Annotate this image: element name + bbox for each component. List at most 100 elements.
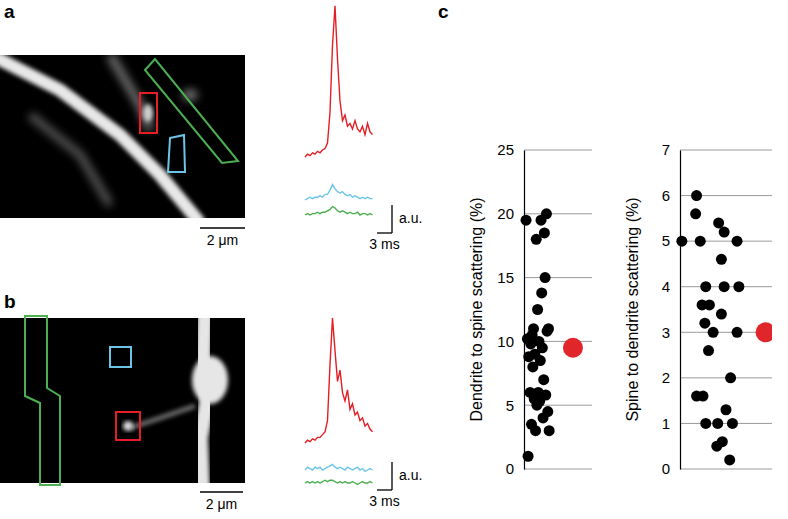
roi-background [110,347,131,367]
point [704,299,715,310]
tick-label: 1 [662,415,670,432]
figure: a2 μma.u.3 msb2 μma.u.3 msc0510152025Den… [0,0,788,519]
point [712,418,723,429]
point [725,372,736,383]
point [541,208,552,219]
image-spine [123,421,133,431]
tick: 25 [497,141,524,158]
traces [305,318,373,484]
tick-label: 3 [662,324,670,341]
time-bar [377,232,392,233]
point [719,227,730,238]
point [695,236,706,247]
tick-label: 6 [662,187,670,204]
point [700,418,711,429]
roi-spine [140,93,157,133]
roi-dendrite [145,59,238,163]
tick: 5 [506,397,524,414]
time-bar [377,489,392,490]
axis-line [680,151,681,470]
image-branch [30,115,110,205]
mean-point [756,322,772,342]
roi-spine [116,412,140,440]
y-axis: 0 5 10 15 20 25 [497,141,524,477]
roi-dendrite [25,316,60,485]
point [523,351,534,362]
amplitude-bar-label: a.u. [399,467,422,483]
micrograph [0,313,245,488]
trace [305,464,373,471]
scale-bar-label: 2 μm [206,496,237,512]
amplitude-bar [391,205,392,233]
grid-line [680,469,772,470]
point [690,208,701,219]
point [525,338,536,349]
point [676,236,687,247]
point [698,391,709,402]
time-bar-label: 3 ms [369,493,399,509]
grid-line [680,241,772,242]
amplitude-bar [391,462,392,490]
tick: 4 [662,278,680,295]
point [732,236,743,247]
tick: 0 [662,460,680,477]
tick-label: 20 [497,205,514,222]
trace [305,480,373,484]
point [727,418,738,429]
point [713,217,724,228]
point [523,451,534,462]
point [691,190,702,201]
grid-line [680,423,772,424]
tick: 3 [662,324,680,341]
point [703,345,714,356]
tick-label: 0 [506,460,514,477]
point [542,326,553,337]
chart: 01234567Spine to dendrite scattering (%) [624,141,776,477]
point [721,404,732,415]
tick-label: 4 [662,278,670,295]
marks [521,208,583,461]
y-axis: 01234567 [662,141,681,477]
tick: 15 [497,269,524,286]
point [716,309,727,320]
traces [305,6,373,215]
tick: 10 [497,333,524,350]
grid-line [524,150,592,151]
trace [305,207,373,215]
axis-line [524,151,525,470]
trace [305,6,373,157]
tick-label: 25 [497,141,514,158]
tick-label: 5 [506,397,514,414]
point [699,318,710,329]
tick-label: 0 [662,460,670,477]
tick: 20 [497,205,524,222]
panel-label: a [4,1,15,22]
time-bar-label: 3 ms [369,236,399,252]
image-spine [143,104,153,122]
tick: 1 [662,415,680,432]
point [532,304,543,315]
scale-bar [200,491,243,493]
tick: 6 [662,187,680,204]
grid-line [524,277,592,278]
grid-line [524,469,592,470]
panel-label: c [438,1,449,22]
point [530,425,541,436]
trace [305,318,373,443]
point [538,412,549,423]
point [531,400,542,411]
point [708,327,719,338]
panel-label: b [4,291,16,312]
y-axis-title: Spine to dendrite scattering (%) [624,197,641,421]
point [711,441,722,452]
tick: 2 [662,369,680,386]
point [724,454,735,465]
point [700,281,711,292]
point [716,254,727,265]
point [719,281,730,292]
point [732,327,743,338]
scale-bar [200,227,245,229]
trace [305,185,373,200]
y-axis-title: Dendrite to spine scattering (%) [468,197,485,421]
micrograph [0,55,245,223]
